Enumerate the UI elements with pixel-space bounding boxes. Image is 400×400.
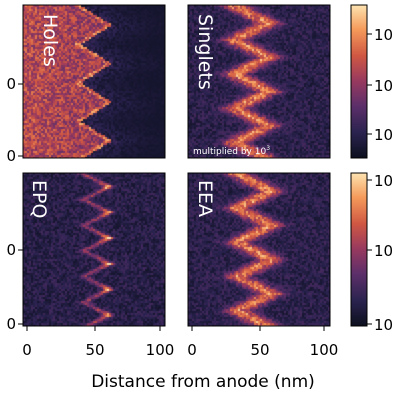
- panel-eea-frame: [187, 172, 331, 327]
- colorbar-top-tick-0: 10: [374, 26, 393, 44]
- y-tick-label-bottom-mid: 0: [6, 241, 16, 259]
- x-tick-label-left-50: 50: [85, 341, 104, 359]
- panel-epq: EPQ: [22, 172, 166, 327]
- panel-holes: Holes: [22, 4, 166, 159]
- heatmap-epq: [23, 173, 165, 326]
- colorbar-top-gradient: [350, 4, 368, 159]
- colorbar-bottom-gradient: [350, 172, 368, 327]
- panel-singlets: Singlets multiplied by 103: [187, 4, 331, 159]
- panel-holes-frame: [22, 4, 166, 159]
- colorbar-top-tick-2: 10: [374, 126, 393, 144]
- y-tick-label-bottom-bottom: 0: [6, 315, 16, 333]
- colorbar-bottom-tick-0: 10: [374, 172, 393, 190]
- panel-note-singlets: multiplied by 103: [193, 145, 270, 157]
- y-axis: 0 0 0 0: [6, 75, 23, 333]
- panel-note-superscript: 3: [266, 145, 270, 152]
- panel-eea: EEA: [187, 172, 331, 327]
- colorbar-bottom: 10 10 10: [350, 172, 393, 334]
- panel-label-holes: Holes: [39, 14, 61, 67]
- x-axis-label: Distance from anode (nm): [91, 372, 315, 392]
- x-tick-label-right-0: 0: [187, 341, 197, 359]
- panel-label-eea: EEA: [194, 180, 216, 217]
- heatmap-holes: [23, 5, 165, 158]
- y-tick-label-top-mid: 0: [6, 75, 16, 93]
- panel-singlets-frame: [187, 4, 331, 159]
- x-tick-label-right-100: 100: [310, 341, 339, 359]
- colorbar-bottom-tick-1: 10: [374, 242, 393, 260]
- x-tick-label-left-0: 0: [22, 341, 32, 359]
- colorbar-bottom-tick-2: 10: [374, 316, 393, 334]
- x-axis: 0 50 100 0 50 100: [22, 326, 338, 359]
- x-tick-label-left-100: 100: [146, 341, 175, 359]
- panel-label-epq: EPQ: [28, 180, 50, 218]
- colorbar-top-tick-1: 10: [374, 77, 393, 95]
- colorbar-top: 10 10 10: [350, 4, 393, 159]
- panel-label-singlets: Singlets: [194, 14, 216, 90]
- y-tick-label-top-bottom: 0: [6, 147, 16, 165]
- x-tick-label-right-50: 50: [250, 341, 269, 359]
- heatmap-singlets: [188, 5, 330, 158]
- heatmap-eea: [188, 173, 330, 326]
